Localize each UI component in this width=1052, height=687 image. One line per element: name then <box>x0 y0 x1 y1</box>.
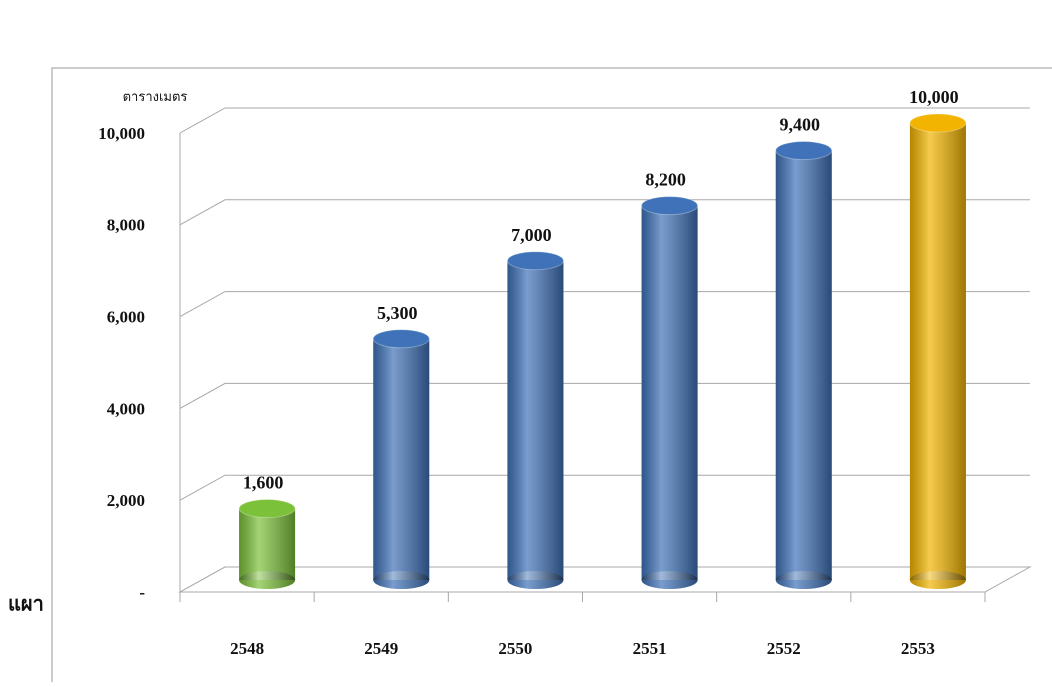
x-tick-label: 2553 <box>901 639 935 658</box>
value-label: 1,600 <box>243 473 284 493</box>
bar-shade <box>507 260 564 580</box>
value-label: 10,000 <box>909 87 959 107</box>
x-tick-label: 2548 <box>230 639 264 658</box>
x-tick-label: 2551 <box>633 639 667 658</box>
y-tick-label: 2,000 <box>107 491 145 510</box>
bar-shade <box>775 150 832 581</box>
y-tick-label: 4,000 <box>107 399 145 418</box>
frame <box>51 67 1052 682</box>
bar-top <box>372 329 430 349</box>
bar-top <box>238 499 296 519</box>
x-tick-label: 2552 <box>767 639 801 658</box>
y-axis-label: ตารางเมตร <box>123 89 188 104</box>
value-label: 5,300 <box>377 303 418 323</box>
y-tick-label: 8,000 <box>107 216 145 235</box>
bar-shade <box>909 123 966 580</box>
grid-line <box>179 382 1030 409</box>
y-tick-label: - <box>139 583 145 602</box>
grid-line <box>179 199 1030 226</box>
bar-shade <box>373 338 430 580</box>
grid-line <box>179 566 1030 593</box>
bar-top <box>641 196 699 216</box>
floor <box>178 566 1032 593</box>
grid-line <box>179 291 1030 318</box>
grid-line <box>179 474 1030 501</box>
side-label: แผา <box>8 594 44 616</box>
y-tick-label: 10,000 <box>98 124 145 143</box>
value-label: 7,000 <box>511 225 552 245</box>
bar-top <box>775 141 833 161</box>
y-tick-label: 6,000 <box>107 308 145 327</box>
grid-line <box>179 107 1030 134</box>
bar-shade <box>239 508 296 580</box>
value-label: 8,200 <box>645 170 686 190</box>
x-tick-label: 2549 <box>364 639 398 658</box>
bar-top <box>909 113 967 133</box>
x-tick-label: 2550 <box>498 639 532 658</box>
bar-top <box>506 251 564 271</box>
value-label: 9,400 <box>780 115 821 135</box>
bar-shade <box>641 205 698 580</box>
